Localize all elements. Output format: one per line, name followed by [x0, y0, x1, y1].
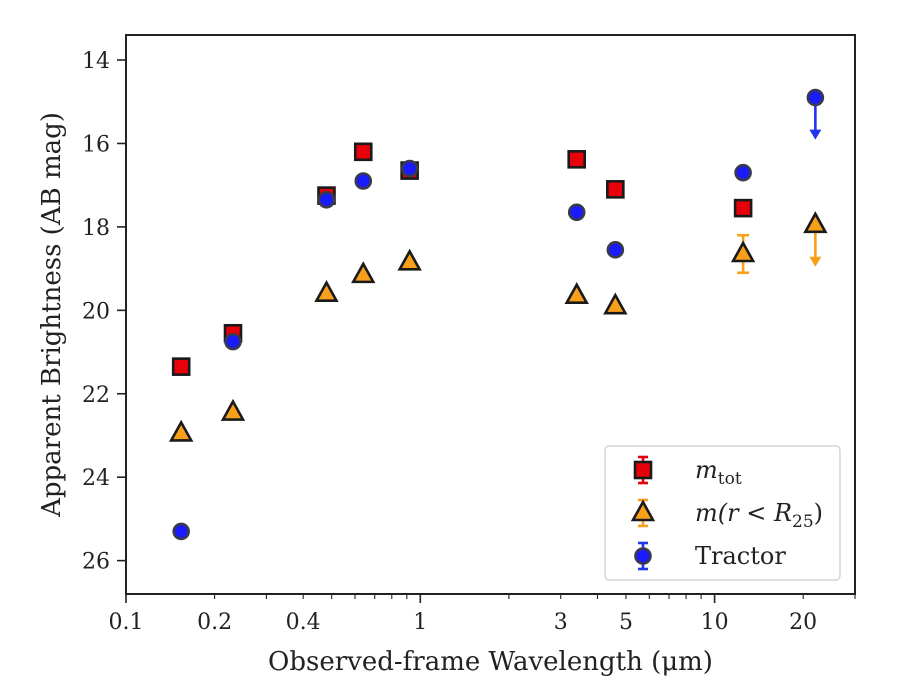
- legend-box: [604, 445, 841, 581]
- y-tick-label: 20: [82, 299, 110, 324]
- m_tot-point: [171, 357, 191, 376]
- upper-limit-head: [809, 256, 822, 267]
- m_r_R25-point: [314, 279, 339, 302]
- series-tractor: [172, 88, 825, 541]
- y-tick-label: 18: [82, 216, 110, 241]
- tractor-point: [317, 190, 336, 209]
- x-tick-label: 10: [701, 610, 729, 635]
- tractor-point: [606, 241, 625, 259]
- legend-label: m(r < R25): [695, 499, 823, 532]
- tractor-point: [224, 332, 242, 351]
- y-tick-label: 22: [82, 383, 110, 408]
- series-m_tot: [171, 142, 753, 376]
- x-tick-label: 0.1: [109, 610, 144, 635]
- m_r_R25-point: [397, 248, 422, 271]
- legend-marker: [630, 499, 656, 522]
- y-axis-title: Apparent Brightness (AB mag): [37, 112, 67, 518]
- legend: mtot m(r < R25) Tractor: [604, 445, 841, 581]
- legend-entry: Tractor: [634, 541, 786, 571]
- plot-frame: [125, 34, 856, 595]
- m_r_R25-point: [603, 292, 628, 315]
- x-tick-label: 20: [789, 610, 817, 635]
- legend-label: Tractor: [695, 542, 786, 570]
- m_r_R25-point: [168, 419, 194, 442]
- legend-marker: [634, 547, 652, 565]
- tractor-point: [567, 203, 586, 222]
- tractor-point: [354, 172, 373, 190]
- tractor-point: [172, 522, 190, 541]
- x-tick-label: 3: [554, 610, 568, 635]
- m_tot-point: [733, 198, 753, 218]
- y-tick-label: 24: [82, 466, 110, 491]
- x-tick-label: 5: [619, 610, 633, 635]
- m_r_R25-point: [803, 211, 828, 234]
- data-marks: [168, 88, 828, 541]
- x-tick-label: 0.4: [286, 610, 321, 635]
- tractor-point: [734, 163, 752, 182]
- x-tick-label: 1: [413, 610, 427, 635]
- y-tick-label: 14: [82, 49, 110, 74]
- m_r_R25-point: [564, 282, 589, 305]
- y-tick-label: 16: [82, 132, 110, 157]
- legend-marker: [633, 460, 653, 480]
- m_tot-point: [353, 142, 373, 162]
- m_r_R25-point: [351, 261, 376, 284]
- m_r_R25-point: [220, 398, 246, 421]
- m_r_R25-point: [730, 240, 756, 263]
- x-tick-label: 0.2: [197, 610, 232, 635]
- series-m_r_R25: [168, 211, 828, 442]
- legend-entry: mtot: [633, 455, 742, 489]
- y-tick-label: 26: [82, 550, 110, 575]
- legend-entry: m(r < R25): [630, 498, 823, 532]
- x-axis-title: Observed-frame Wavelength (μm): [268, 647, 713, 677]
- upper-limit-head: [809, 129, 822, 140]
- y-axis-ticks: 14 16 18 20 22 24 26: [82, 49, 126, 575]
- tractor-point: [400, 159, 419, 178]
- m_tot-point: [606, 180, 625, 199]
- tractor-point: [806, 88, 825, 107]
- m_tot-point: [567, 150, 587, 169]
- x-axis-ticks: 0.1 0.2 0.4 1 3 5 10 20: [109, 594, 856, 635]
- legend-label: mtot: [695, 456, 742, 489]
